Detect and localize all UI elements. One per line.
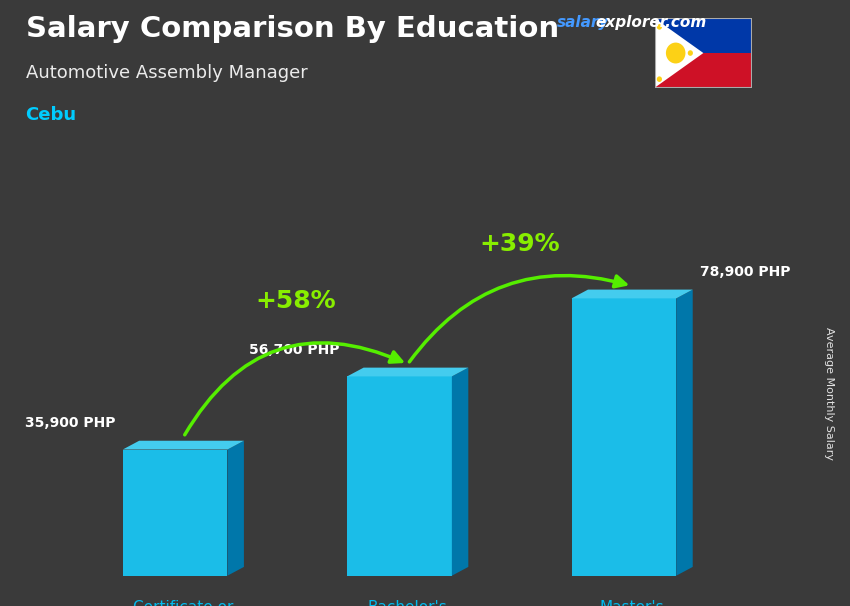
Bar bbox=[347, 376, 452, 576]
Circle shape bbox=[657, 76, 662, 82]
Text: Automotive Assembly Manager: Automotive Assembly Manager bbox=[26, 64, 307, 82]
Bar bbox=[654, 53, 752, 88]
Polygon shape bbox=[347, 368, 468, 376]
Text: salary: salary bbox=[557, 15, 609, 30]
Text: explorer.com: explorer.com bbox=[595, 15, 706, 30]
Circle shape bbox=[688, 50, 693, 56]
Polygon shape bbox=[228, 441, 244, 576]
Text: Bachelor's
Degree: Bachelor's Degree bbox=[368, 601, 448, 606]
Polygon shape bbox=[677, 290, 693, 576]
Text: +58%: +58% bbox=[255, 289, 336, 313]
Text: Cebu: Cebu bbox=[26, 106, 76, 124]
Text: 56,700 PHP: 56,700 PHP bbox=[249, 343, 340, 357]
Text: Certificate or
Diploma: Certificate or Diploma bbox=[133, 601, 234, 606]
Text: Master's
Degree: Master's Degree bbox=[600, 601, 665, 606]
Bar bbox=[571, 298, 677, 576]
Text: 35,900 PHP: 35,900 PHP bbox=[25, 416, 116, 430]
Circle shape bbox=[666, 42, 685, 64]
Text: Average Monthly Salary: Average Monthly Salary bbox=[824, 327, 834, 461]
Text: 78,900 PHP: 78,900 PHP bbox=[700, 265, 790, 279]
Circle shape bbox=[657, 24, 662, 30]
Text: +39%: +39% bbox=[479, 232, 560, 256]
Bar bbox=[122, 450, 228, 576]
Polygon shape bbox=[654, 18, 703, 88]
Polygon shape bbox=[122, 441, 244, 450]
Text: Salary Comparison By Education: Salary Comparison By Education bbox=[26, 15, 558, 43]
Polygon shape bbox=[571, 290, 693, 298]
Polygon shape bbox=[452, 368, 468, 576]
Bar bbox=[654, 18, 752, 53]
